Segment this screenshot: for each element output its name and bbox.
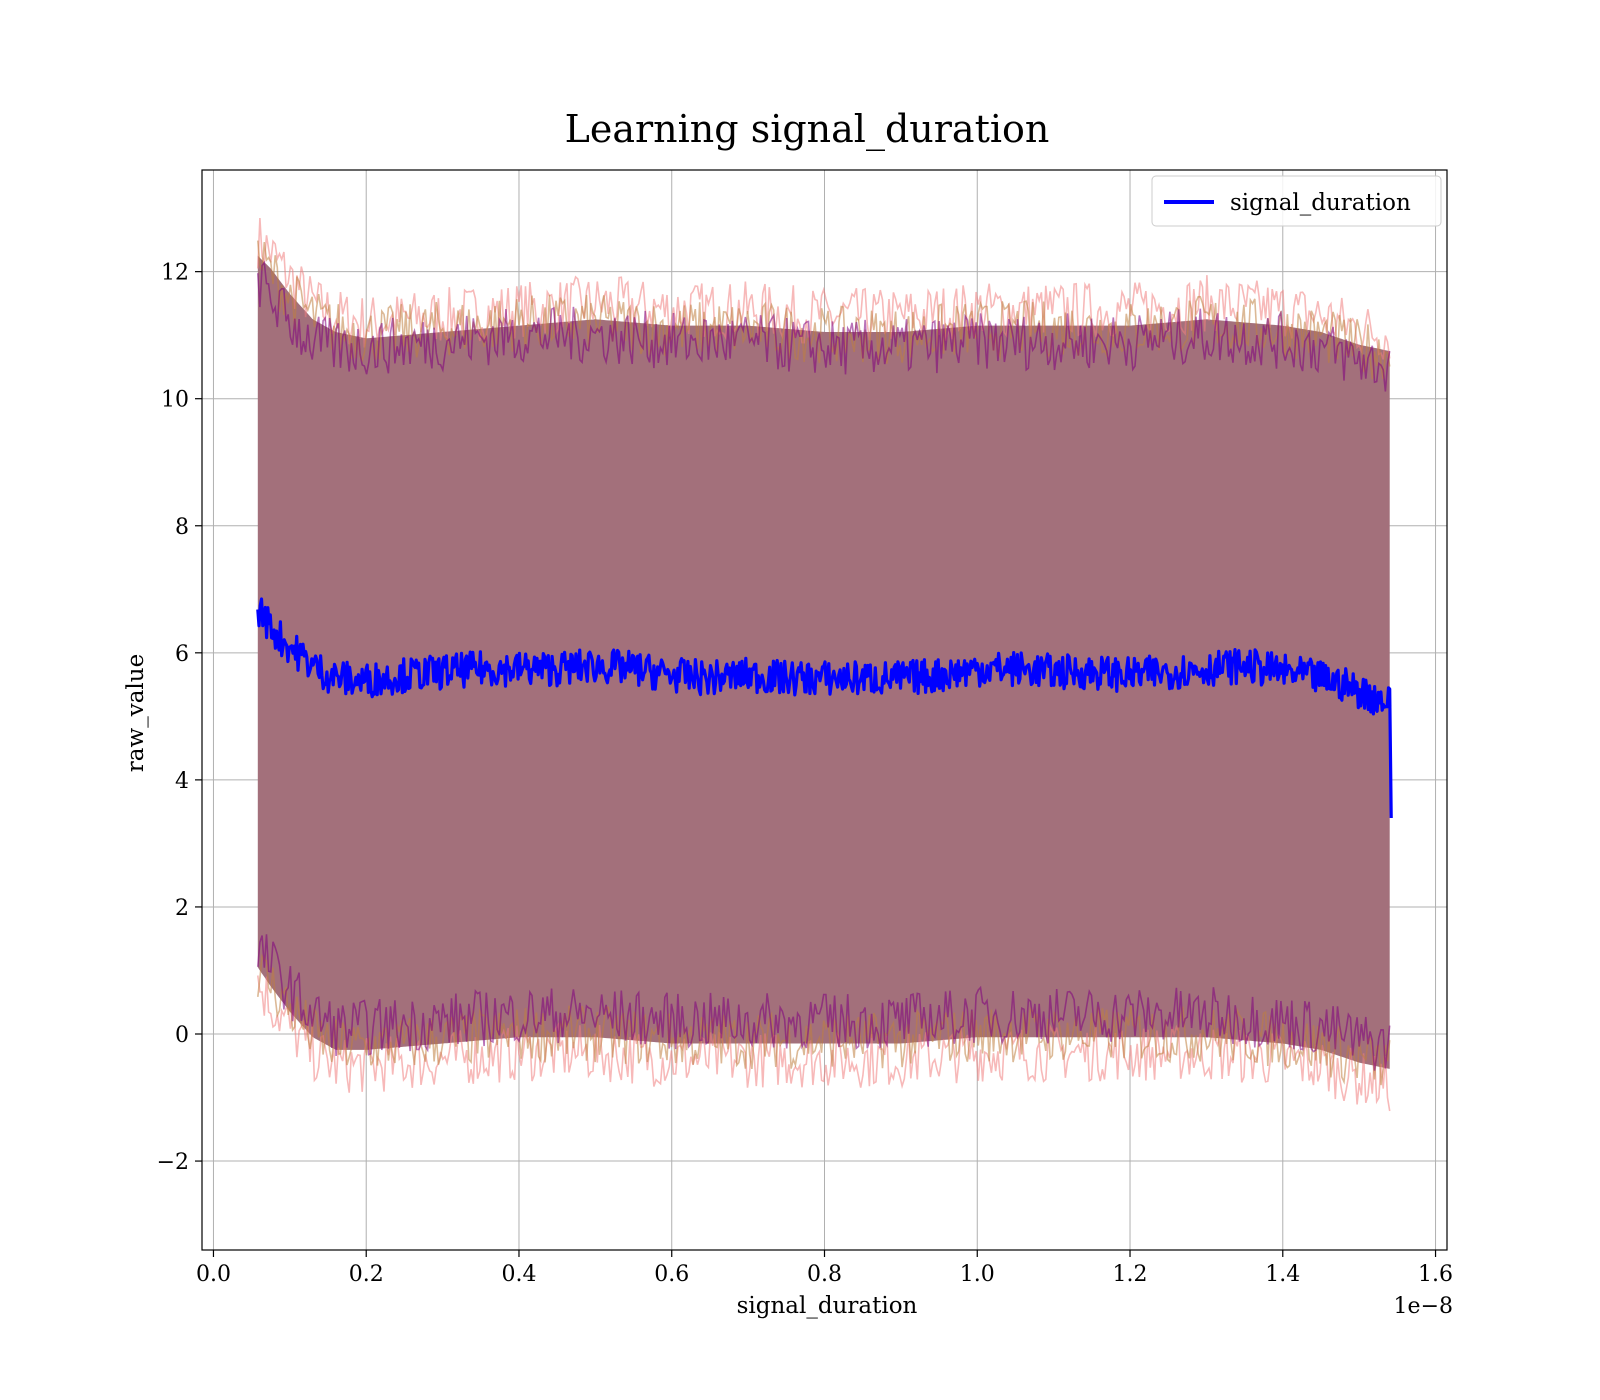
y-tick-label: 12 [161, 261, 189, 286]
series-line-0 [256, 597, 1393, 819]
x-tick-label: 0.2 [349, 1262, 384, 1287]
legend-box [1151, 175, 1442, 227]
y-tick-label: −2 [157, 1150, 189, 1175]
band-1-lower-edge [257, 953, 1391, 1086]
x-tick-label: 1.2 [1113, 1262, 1148, 1287]
y-tick-label: 2 [175, 896, 189, 921]
x-axis-label: signal_duration [737, 1293, 918, 1319]
x-tick-label: 0.4 [501, 1262, 536, 1287]
x-tick-label: 1.0 [960, 1262, 995, 1287]
x-axis-offset-label: 1e−8 [1394, 1294, 1453, 1319]
chart-title: Learning signal_duration [565, 107, 1050, 152]
y-tick-label: 10 [161, 388, 189, 413]
y-tick-label: 6 [175, 642, 189, 667]
x-tick-label: 0.0 [196, 1262, 231, 1287]
band-2-lower-edge [257, 934, 1391, 1071]
y-tick-label: 8 [175, 515, 189, 540]
legend: signal_duration [1151, 175, 1442, 227]
y-axis-label: raw_value [123, 654, 149, 772]
x-tick-label: 1.6 [1418, 1262, 1453, 1287]
legend-label: signal_duration [1230, 190, 1411, 216]
ticks: 0.0 0.2 0.4 0.6 0.8 1.0 1.2 1.4 1.6 −2 0 2 4 6 8 10 12 [157, 261, 1453, 1287]
series-layer [256, 597, 1393, 819]
band-1-upper-edge [257, 240, 1391, 380]
y-tick-label: 4 [175, 769, 189, 794]
x-tick-label: 0.6 [654, 1262, 689, 1287]
band-2-upper-edge [257, 260, 1391, 392]
x-tick-label: 0.8 [807, 1262, 842, 1287]
y-tick-label: 0 [175, 1023, 189, 1048]
x-tick-label: 1.4 [1265, 1262, 1300, 1287]
